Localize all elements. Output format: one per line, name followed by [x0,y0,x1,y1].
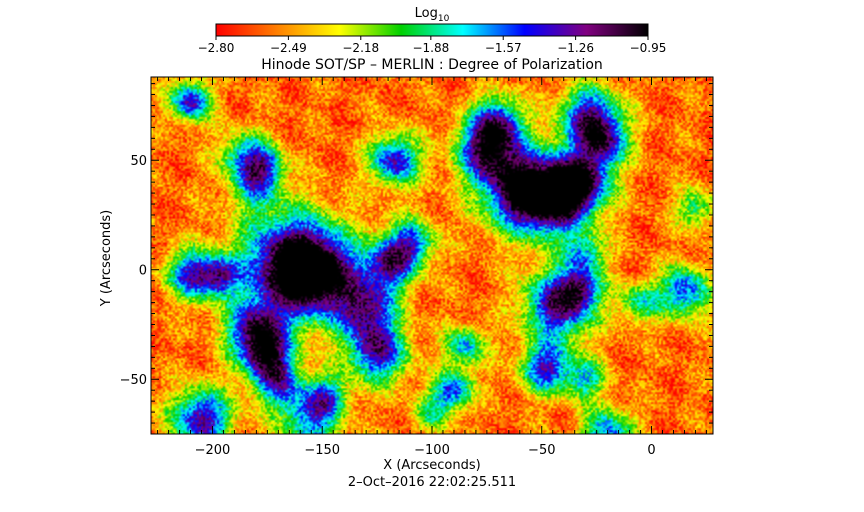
colorbar-tick-label: −1.57 [485,41,522,55]
observation-timestamp: 2–Oct–2016 22:02:25.511 [348,475,516,490]
colorbar-ticks: −2.80 −2.49 −2.18 −1.88 −1.57 −1.26 −0.95 [198,36,667,55]
x-tick-label: 0 [647,443,655,458]
y-tick-label: 50 [130,154,147,169]
x-axis-title: X (Arcseconds) [383,458,480,473]
colorbar-tick-label: −0.95 [630,41,667,55]
colorbar-tick-label: −1.88 [412,41,449,55]
x-tick-label: −150 [304,443,340,458]
y-tick-label: −50 [120,373,147,388]
x-tick-label: −50 [528,443,555,458]
colorbar-tick-label: −2.49 [270,41,307,55]
axis-tick-labels: −200 −150 −100 −50 0 −50 0 50 [120,154,656,458]
colorbar-tick-label: −2.80 [198,41,235,55]
heatmap-image [151,77,713,434]
colorbar-tick-label: −2.18 [342,41,379,55]
x-tick-label: −200 [195,443,231,458]
y-axis-title: Y (Arcseconds) [99,210,114,307]
colorbar [215,23,649,37]
x-tick-label: −100 [414,443,450,458]
colorbar-tick-label: −1.26 [557,41,594,55]
y-tick-label: 0 [139,264,147,279]
colorbar-label: Log10 [415,6,450,24]
chart-title: Hinode SOT/SP – MERLIN : Degree of Polar… [261,57,603,73]
axis-ticks [151,77,713,435]
